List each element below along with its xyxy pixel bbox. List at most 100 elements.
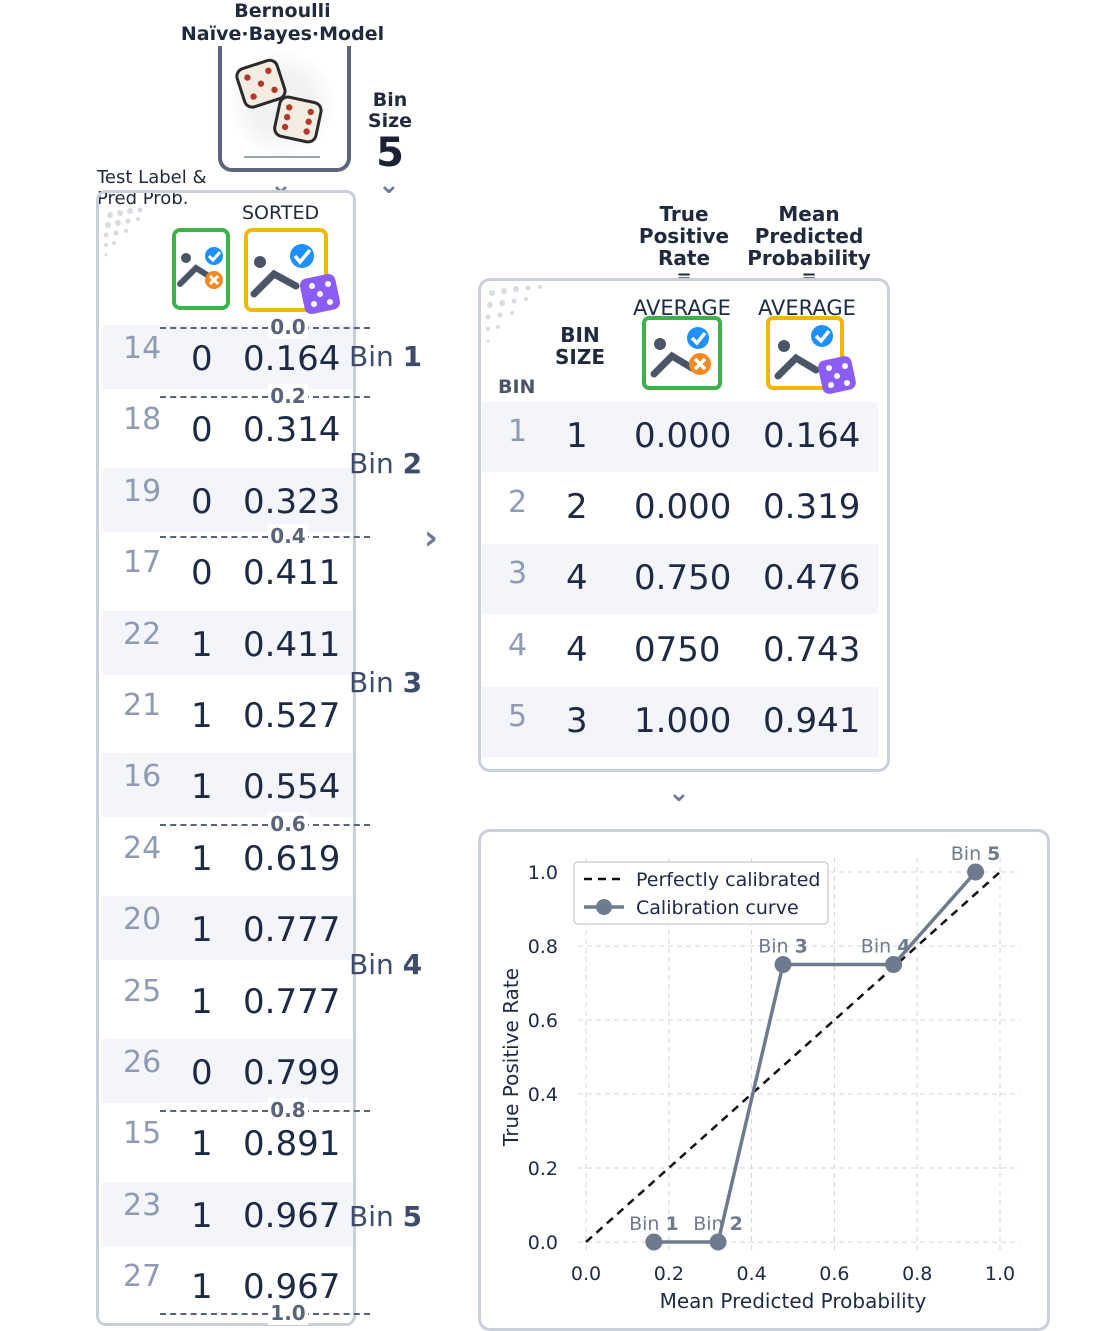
sorted-label: SORTED: [242, 202, 320, 224]
test-label: 1: [191, 696, 213, 736]
row-index: 18: [123, 402, 162, 438]
threshold-line: [160, 824, 370, 826]
bin-number: 4: [508, 627, 528, 663]
threshold-label: 0.6: [268, 812, 308, 836]
sorted-row: 27 1 0.967: [103, 1253, 353, 1317]
mean-predicted-prob: 0.743: [763, 629, 861, 670]
sorted-row: 26 0 0.799: [103, 1039, 353, 1103]
point-label: Bin 4: [861, 936, 911, 958]
mean-predicted-prob: 0.164: [763, 416, 861, 456]
bin-number: 5: [508, 698, 528, 734]
sorted-predictions-panel: [96, 190, 356, 1326]
model-underline: [244, 156, 320, 158]
bin-label: Bin 3: [349, 666, 423, 699]
calibration-point: [774, 956, 792, 973]
chevron-down-icon: ⌄: [668, 778, 690, 808]
x-tick-label: 0.0: [571, 1263, 601, 1285]
sorted-row: 22 1 0.411: [103, 610, 353, 675]
mpp-header: Mean Predicted Probability: [747, 202, 871, 270]
true-positive-rate: 1.000: [634, 700, 732, 741]
mpp-card-icon: [766, 316, 856, 394]
x-tick-label: 1.0: [985, 1263, 1015, 1285]
pred-prob: 0.554: [243, 767, 341, 808]
sorted-row: 21 1 0.527: [103, 682, 353, 746]
test-label: 1: [191, 1124, 213, 1165]
pred-prob: 0.619: [243, 838, 341, 879]
pred-prob: 0.411: [243, 624, 341, 665]
sorted-row: 16 1 0.554: [103, 753, 353, 818]
legend-box: [573, 861, 829, 925]
calibration-curve-line: [653, 870, 977, 1244]
y-tick-label: 0.8: [528, 936, 558, 958]
test-label: 1: [191, 1195, 213, 1236]
pred-prob: 0.967: [243, 1195, 341, 1236]
threshold-label: 0.0: [268, 315, 308, 339]
row-index: 25: [123, 973, 162, 1009]
row-index: 15: [123, 1116, 162, 1152]
bin-table-row: 2 2 0.000 0.319: [482, 473, 878, 543]
bin-size-value: 5: [376, 130, 404, 176]
threshold-line: [160, 1110, 370, 1112]
legend-label: Calibration curve: [636, 897, 799, 919]
calibration-point: [967, 863, 985, 881]
pred-prob: 0.777: [243, 910, 341, 951]
tpr-card-icon: [642, 316, 722, 390]
sorted-row: 23 1 0.967: [103, 1181, 353, 1246]
bin-label: Bin 4: [349, 948, 423, 981]
pred-prob: 0.799: [243, 1053, 341, 1093]
test-label: 1: [191, 1267, 213, 1308]
pred-prob: 0.891: [243, 1124, 341, 1165]
bin-label: Bin 5: [349, 1200, 423, 1233]
bin-label: Bin 2: [349, 447, 423, 480]
true-positive-rate: 0750: [634, 629, 721, 670]
calibration-point: [709, 1233, 727, 1251]
test-label-caption: Test Label & Pred Prob.: [97, 167, 207, 209]
bin-label: Bin 1: [349, 340, 423, 373]
point-label: Bin 1: [629, 1213, 679, 1235]
dot-pattern-decoration: [485, 285, 542, 343]
row-index: 14: [123, 331, 162, 366]
y-axis-label: True Positive Rate: [499, 968, 523, 1147]
model-title: Bernoulli Naïve·Bayes·Model: [180, 0, 385, 45]
legend-marker: [596, 899, 612, 915]
y-tick-label: 0.0: [528, 1232, 558, 1254]
threshold-label: 0.8: [268, 1098, 308, 1122]
bin-table-row: 3 4 0.750 0.476: [482, 544, 878, 615]
row-index: 24: [123, 830, 162, 866]
bin-size: 3: [566, 700, 588, 741]
bin-table-row: 5 3 1.000 0.941: [482, 686, 878, 757]
row-index: 19: [123, 473, 162, 509]
pred-prob: 0.164: [243, 339, 341, 379]
tpr-equals: =: [676, 266, 692, 287]
dot-pattern-decoration: [103, 207, 143, 257]
bin-number: 3: [508, 556, 528, 592]
test-label: 1: [191, 624, 213, 665]
row-index: 16: [123, 759, 162, 795]
row-index: 17: [123, 545, 162, 581]
chevron-right-icon: ›: [424, 518, 439, 558]
point-label: Bin 5: [951, 843, 1001, 865]
test-label: 1: [191, 767, 213, 808]
y-tick-label: 0.4: [528, 1084, 558, 1106]
threshold-label: 1.0: [268, 1301, 308, 1325]
bin-size: 2: [566, 487, 588, 528]
bin-number: 2: [508, 485, 528, 521]
mpp-equals: =: [801, 266, 817, 287]
x-tick-label: 0.8: [902, 1263, 932, 1285]
model-box: [218, 46, 351, 172]
bin-size: 1: [566, 416, 588, 456]
mean-predicted-prob: 0.319: [763, 487, 861, 528]
threshold-label: 0.2: [268, 384, 308, 408]
bin-table-panel: [478, 278, 890, 772]
mean-predicted-prob: 0.941: [763, 700, 861, 741]
x-tick-label: 0.6: [819, 1263, 849, 1285]
sorted-row: 18 0 0.314: [103, 396, 353, 460]
point-label: Bin 2: [693, 1213, 743, 1235]
sorted-row: 14 0 0.164: [103, 325, 353, 389]
test-label: 1: [191, 838, 213, 879]
threshold-line: [160, 327, 370, 329]
row-index: 22: [123, 616, 162, 652]
x-axis-label: Mean Predicted Probability: [660, 1289, 927, 1313]
pred-prob: 0.314: [243, 410, 341, 451]
pred-prob: 0.777: [243, 981, 341, 1022]
